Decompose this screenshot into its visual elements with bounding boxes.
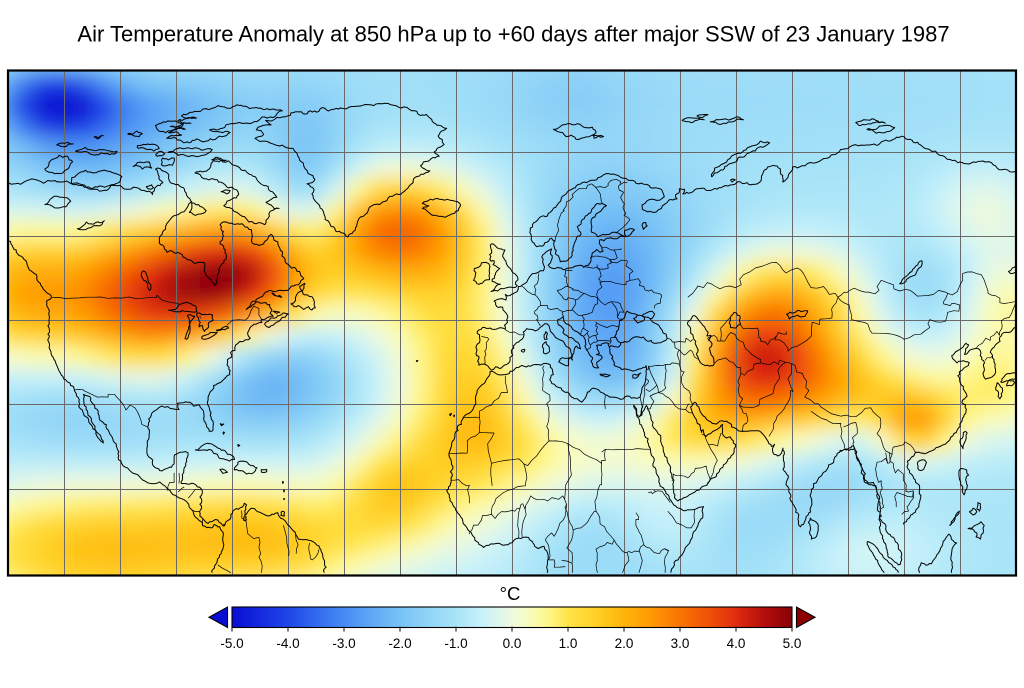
svg-text:-4.0: -4.0 — [276, 636, 299, 651]
svg-text:3.0: 3.0 — [671, 636, 690, 651]
svg-text:4.0: 4.0 — [727, 636, 746, 651]
svg-text:0.0: 0.0 — [503, 636, 522, 651]
svg-text:5.0: 5.0 — [783, 636, 802, 651]
svg-text:°C: °C — [500, 583, 521, 604]
svg-text:-1.0: -1.0 — [444, 636, 467, 651]
svg-text:2.0: 2.0 — [615, 636, 634, 651]
svg-text:-2.0: -2.0 — [388, 636, 411, 651]
svg-text:1.0: 1.0 — [559, 636, 578, 651]
svg-text:-3.0: -3.0 — [332, 636, 355, 651]
svg-text:Air Temperature Anomaly at 850: Air Temperature Anomaly at 850 hPa up to… — [77, 21, 949, 46]
svg-text:-5.0: -5.0 — [220, 636, 243, 651]
